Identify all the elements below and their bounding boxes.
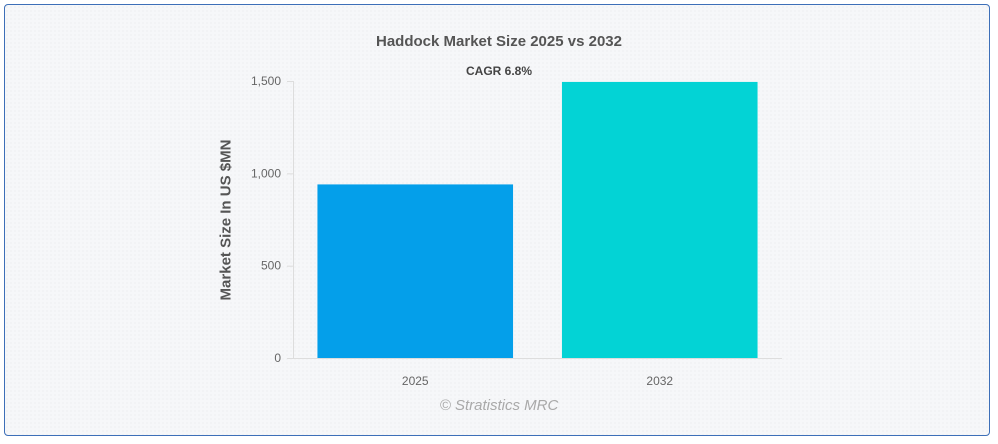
y-axis-label: Market Size In US $MN (217, 139, 235, 301)
y-tick-label: 500 (261, 259, 281, 273)
cagr-annotation: CAGR 6.8% (465, 64, 533, 78)
y-tick-label: 1,000 (251, 166, 281, 180)
bar-2025[interactable] (317, 184, 514, 358)
y-tick-label: 0 (274, 351, 281, 365)
x-tick-label: 2025 (402, 374, 429, 388)
x-tick-label: 2032 (646, 374, 673, 388)
bar-2032[interactable] (561, 81, 758, 358)
y-tick-label: 1,500 (251, 74, 281, 88)
watermark-text: © Stratistics MRC (439, 397, 559, 414)
chart-title: Haddock Market Size 2025 vs 2032 (376, 33, 622, 50)
